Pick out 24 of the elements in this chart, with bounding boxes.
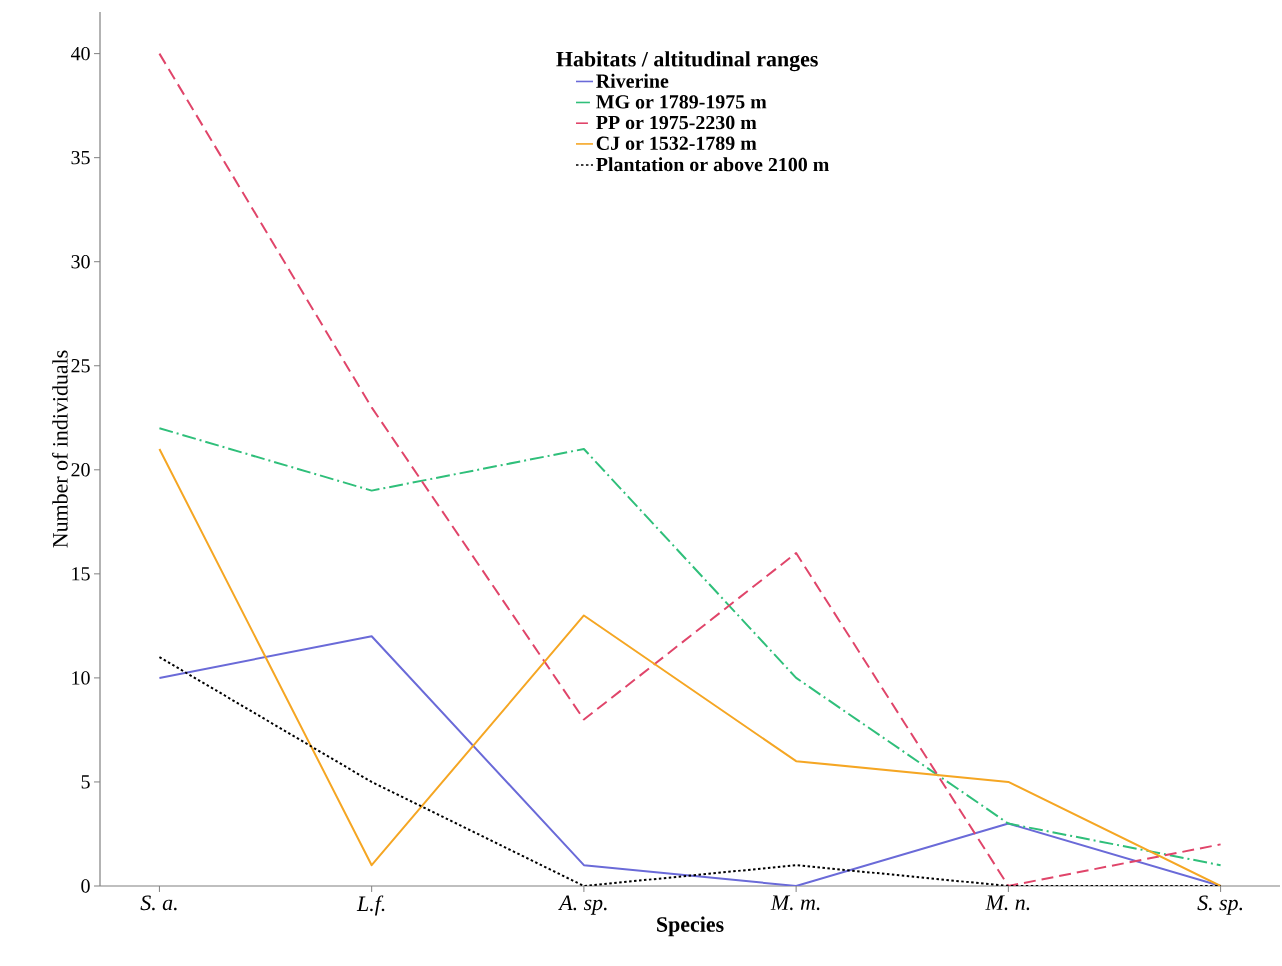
y-tick-label: 30 <box>71 254 90 269</box>
x-tick-label: S. a. <box>140 895 177 911</box>
y-tick-label: 15 <box>72 567 90 581</box>
x-axis-title: Species <box>657 916 724 937</box>
y-tick-label: 5 <box>81 775 90 789</box>
legend-title: Habitats / altitudinal ranges <box>556 51 818 72</box>
y-tick-label: 25 <box>71 359 90 373</box>
legend-label: CJ or 1532-1789 m <box>596 136 757 150</box>
line-series <box>158 52 1222 886</box>
x-tick-label: M. m. <box>770 895 820 911</box>
y-axis-title: Number of individuals <box>52 350 68 548</box>
legend-label: Riverine <box>596 73 669 88</box>
x-tick-label: L.f. <box>356 895 385 916</box>
y-tick-label: 0 <box>81 879 90 893</box>
x-tick-label: S. sp. <box>1197 895 1243 915</box>
legend-label: Plantation or above 2100 m <box>596 157 829 172</box>
x-tick-label: A. sp. <box>558 895 607 915</box>
legend-label: MG or 1789-1975 m <box>596 95 767 109</box>
y-tick-label: 10 <box>72 671 90 685</box>
y-tick-label: 20 <box>71 463 90 477</box>
x-tick-label: M. n. <box>985 895 1030 911</box>
y-tick-label: 40 <box>70 46 90 61</box>
legend-label: PP or 1975-2230 m <box>596 115 757 130</box>
y-tick-label: 35 <box>71 150 90 165</box>
